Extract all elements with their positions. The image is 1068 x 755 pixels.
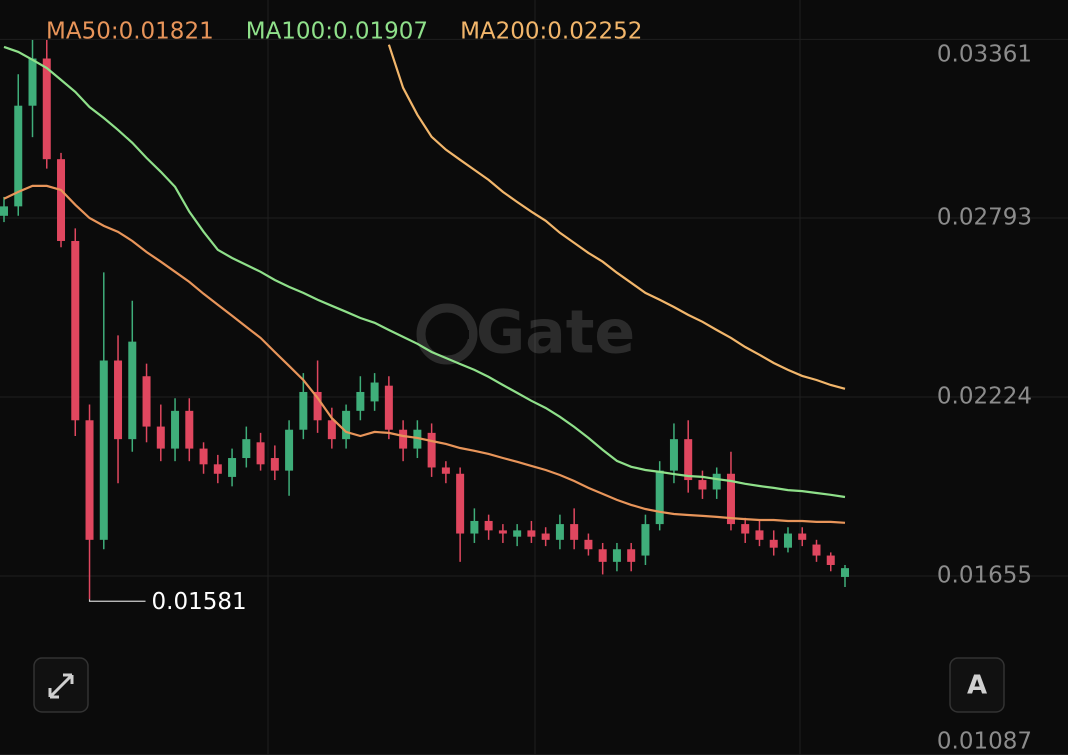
candle-body — [441, 467, 450, 474]
candle-body — [627, 549, 636, 562]
y-tick-label: 0.03361 — [937, 42, 1032, 68]
candle-body — [541, 533, 550, 540]
y-tick-label: 0.01087 — [937, 729, 1032, 755]
candle-body — [513, 530, 522, 537]
plot: 0.01581 — [0, 39, 849, 615]
candle-body — [655, 470, 664, 525]
candle-body — [213, 464, 222, 474]
auto-button-frame[interactable] — [949, 657, 1005, 713]
candle-body — [598, 549, 607, 562]
legend-entry: MA200:0.02252 — [460, 19, 642, 45]
candle-body — [769, 539, 778, 548]
candle-body — [726, 473, 735, 525]
watermark-logo-cut — [447, 330, 469, 339]
legend: MA50:0.01821 MA100:0.01907 MA200:0.02252 — [46, 19, 642, 45]
legend-entry: MA100:0.01907 — [246, 19, 428, 45]
candle-body — [841, 568, 849, 577]
candle-body — [384, 385, 393, 430]
y-tick-label: 0.02793 — [937, 205, 1032, 231]
candle-body — [270, 458, 279, 471]
candle-body — [285, 429, 294, 471]
candle-body — [698, 480, 707, 490]
low-annotation-label: 0.01581 — [152, 589, 247, 615]
candle-body — [228, 458, 237, 477]
candle-body — [299, 391, 308, 430]
candle-body — [812, 544, 821, 556]
auto-button-label[interactable]: A — [967, 671, 987, 701]
candle-body — [470, 520, 479, 534]
candle-body — [171, 410, 180, 449]
candle-body — [0, 206, 8, 216]
candle-body — [42, 58, 51, 160]
auto-button[interactable]: A — [949, 657, 1005, 713]
candle-body — [527, 530, 536, 537]
candle-body — [99, 360, 108, 540]
candle-body — [427, 432, 436, 468]
candle-body — [356, 391, 365, 411]
candle-body — [128, 341, 137, 440]
candle-body — [456, 473, 465, 534]
candle-body — [199, 448, 208, 465]
candle-body — [669, 439, 678, 471]
candle-body — [342, 410, 351, 440]
candle-body — [185, 410, 194, 449]
candle-body — [570, 524, 579, 540]
watermark-logo — [416, 303, 478, 365]
candle-body — [14, 105, 23, 207]
candle-body — [71, 240, 80, 421]
candle-body — [798, 533, 807, 540]
candle-body — [584, 539, 593, 550]
candle-body — [484, 520, 493, 531]
candle-body — [28, 58, 37, 106]
legend-entry: MA50:0.01821 — [46, 19, 214, 45]
candle-body — [399, 429, 408, 449]
candle-body — [783, 533, 792, 548]
candle-body — [327, 420, 336, 440]
grid: 0.03361 0.02793 0.02224 0.01655 0.01087 — [0, 38, 1068, 755]
watermark: Gate — [416, 298, 635, 368]
candle-body — [498, 530, 507, 534]
candle-body — [826, 555, 835, 565]
expand-icon — [48, 673, 74, 699]
candle-body — [555, 524, 564, 540]
candle-body — [612, 549, 621, 562]
candle-body — [741, 524, 750, 534]
moving-average-line — [387, 44, 846, 390]
y-tick-label: 0.01655 — [937, 563, 1032, 589]
low-annotation-line — [88, 599, 146, 602]
candle-body — [57, 159, 66, 241]
candle-body — [242, 439, 251, 459]
candle-body — [712, 473, 721, 490]
expand-button[interactable] — [33, 657, 89, 713]
candle-body — [641, 524, 650, 556]
candle-body — [370, 382, 379, 402]
candle-body — [256, 442, 265, 465]
y-tick-label: 0.02224 — [937, 384, 1032, 410]
candle-body — [156, 426, 165, 449]
candle-body — [85, 420, 94, 540]
watermark-text: Gate — [476, 298, 635, 368]
candle-body — [142, 376, 151, 427]
candle-body — [755, 530, 764, 540]
moving-average-line — [3, 45, 846, 499]
candle-body — [313, 391, 322, 421]
candle-body — [413, 429, 422, 449]
candle-body — [684, 439, 693, 481]
moving-average-line — [3, 184, 846, 524]
candle-body — [114, 360, 123, 440]
